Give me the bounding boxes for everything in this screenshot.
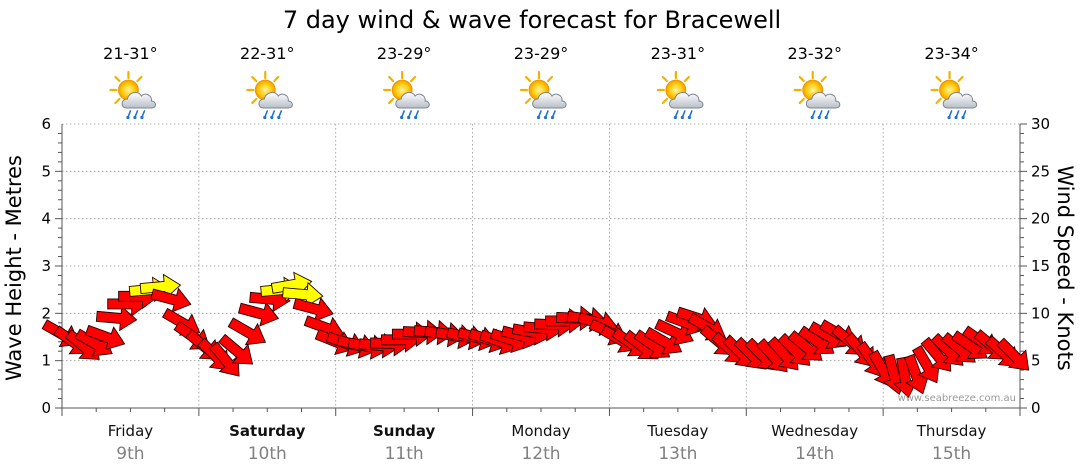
wind-arrow (218, 333, 254, 365)
left-axis-tick-label: 6 (41, 115, 51, 133)
right-axis-tick-label: 0 (1031, 399, 1041, 417)
wind-arrow (95, 305, 138, 332)
day-date-label: 15th (932, 444, 971, 464)
partly-cloudy-rain-icon (109, 70, 157, 121)
day-name-label: Monday (511, 422, 570, 440)
y-left-axis-label: Wave Height - Metres (2, 155, 26, 381)
wind-arrow (643, 326, 683, 355)
y-right-axis-label: Wind Speed - Knots (1053, 165, 1077, 370)
day-name-label: Saturday (229, 422, 306, 440)
day-date-label: 14th (795, 444, 834, 464)
right-axis-tick-label: 15 (1031, 257, 1050, 275)
wind-arrow (227, 317, 267, 346)
partly-cloudy-rain-icon (519, 70, 568, 121)
partly-cloudy-rain-icon (793, 70, 841, 121)
partly-cloudy-rain-icon (656, 70, 705, 121)
left-axis-tick-label: 3 (41, 257, 51, 275)
left-axis-tick-label: 0 (41, 399, 51, 417)
temperature-range-label: 22-31° (240, 44, 295, 63)
day-name-label: Wednesday (771, 422, 858, 440)
temperature-range-label: 21-31° (103, 44, 158, 63)
day-date-label: 10th (248, 444, 287, 464)
day-date-label: 9th (116, 444, 144, 464)
left-axis-tick-label: 5 (41, 162, 51, 180)
wind-arrow (150, 287, 192, 313)
wind-arrow (292, 297, 334, 322)
day-date-label: 13th (658, 444, 697, 464)
credit-text: www.seabreeze.com.au (898, 393, 1016, 404)
right-axis-tick-label: 5 (1031, 352, 1041, 370)
day-date-label: 12th (521, 444, 560, 464)
day-name-label: Friday (108, 422, 154, 440)
partly-cloudy-rain-icon (930, 70, 978, 121)
day-name-label: Tuesday (646, 422, 708, 440)
day-date-label: 11th (385, 444, 424, 464)
chart-title: 7 day wind & wave forecast for Bracewell (283, 6, 781, 34)
wind-arrow (996, 337, 1030, 371)
temperature-range-label: 23-29° (514, 44, 569, 63)
day-name-label: Thursday (916, 422, 987, 440)
wind-arrow (237, 301, 280, 327)
wind-arrow (282, 281, 324, 308)
right-axis-tick-label: 30 (1031, 115, 1050, 133)
left-axis-tick-label: 2 (41, 304, 51, 322)
partly-cloudy-rain-icon (383, 70, 431, 121)
day-name-label: Sunday (373, 422, 436, 440)
temperature-range-label: 23-29° (377, 44, 432, 63)
partly-cloudy-rain-icon (246, 70, 294, 121)
wind-arrow (208, 341, 240, 377)
temperature-range-label: 23-32° (787, 44, 842, 63)
wind-arrow (84, 324, 126, 351)
left-axis-tick-label: 4 (41, 210, 51, 228)
temperature-range-label: 23-31° (651, 44, 706, 63)
right-axis-tick-label: 20 (1031, 210, 1050, 228)
right-axis-tick-label: 10 (1031, 304, 1050, 322)
left-axis-tick-label: 1 (41, 352, 51, 370)
wind-arrow (139, 273, 182, 300)
temperature-range-label: 23-34° (924, 44, 979, 63)
right-axis-tick-label: 25 (1031, 162, 1050, 180)
